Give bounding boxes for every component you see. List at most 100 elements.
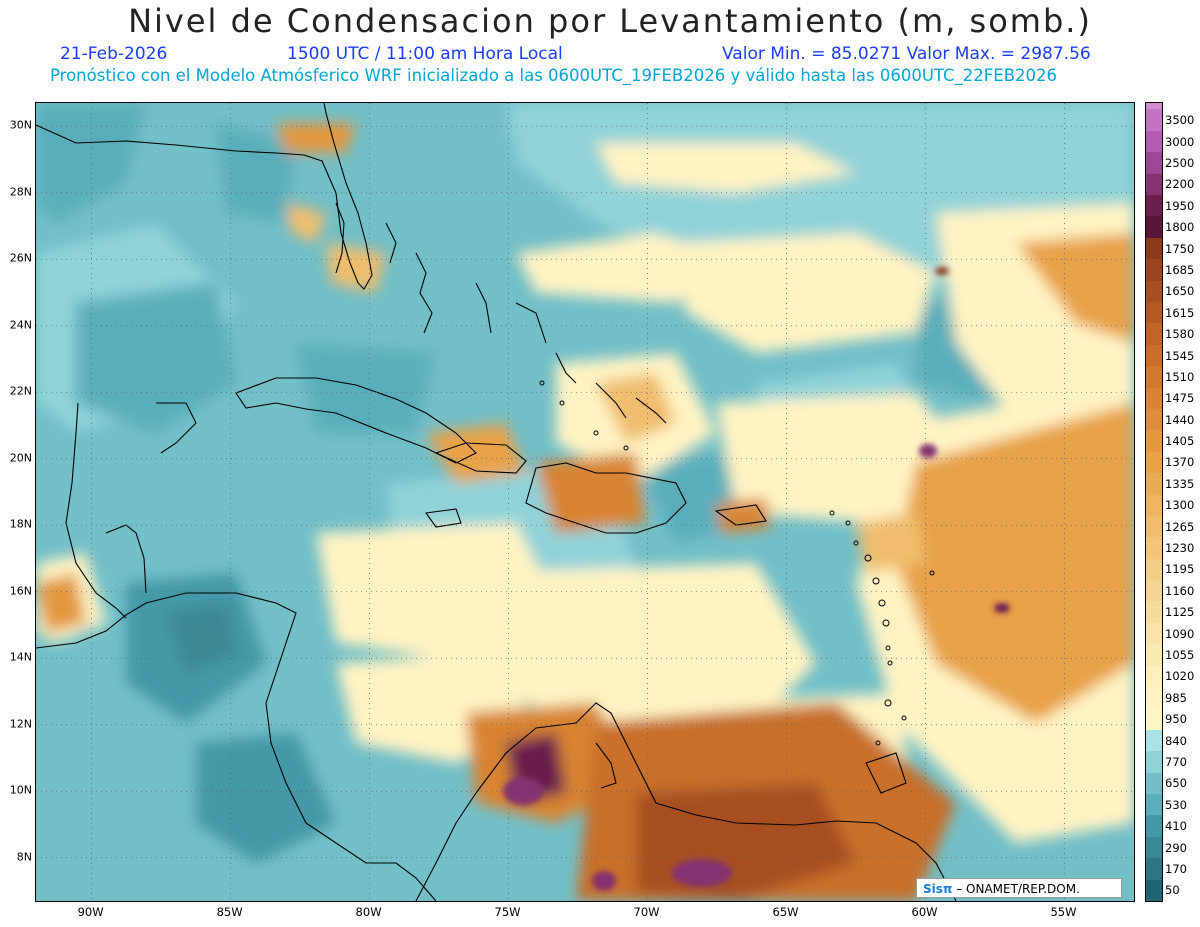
colorbar-label-170: 170 bbox=[1165, 861, 1187, 876]
colorbar-label-770: 770 bbox=[1165, 755, 1187, 769]
colorbar-segment bbox=[1146, 152, 1162, 175]
colorbar-segment bbox=[1146, 858, 1162, 881]
colorbar-label-1510: 1510 bbox=[1165, 369, 1195, 384]
colorbar-label-650: 650 bbox=[1165, 776, 1187, 791]
colorbar-label-1750: 1750 bbox=[1165, 241, 1195, 256]
colorbar-segment bbox=[1146, 622, 1162, 645]
sispi-logo: Sisπ bbox=[923, 882, 953, 896]
credit-text: – ONAMET/REP.DOM. bbox=[952, 882, 1080, 896]
lat-label-8n: 8N bbox=[16, 850, 32, 864]
lon-label-75w: 75W bbox=[494, 905, 521, 919]
colorbar-label-1335: 1335 bbox=[1165, 476, 1195, 491]
colorbar-segment bbox=[1146, 665, 1162, 688]
credit-box: Sisπ – ONAMET/REP.DOM. bbox=[916, 878, 1122, 898]
lon-label-90w: 90W bbox=[77, 905, 104, 919]
colorbar-segment bbox=[1146, 815, 1162, 838]
lat-label-14n: 14N bbox=[9, 650, 32, 664]
lcl-maxima bbox=[503, 267, 1010, 891]
colorbar-label-1650: 1650 bbox=[1165, 284, 1195, 299]
colorbar-label-3000: 3000 bbox=[1165, 134, 1195, 149]
colorbar-segment bbox=[1146, 558, 1162, 581]
lat-label-22n: 22N bbox=[9, 384, 32, 398]
lat-label-18n: 18N bbox=[9, 517, 32, 531]
colorbar-segment bbox=[1146, 130, 1162, 153]
colorbar-segment bbox=[1146, 366, 1162, 389]
colorbar-label-1125: 1125 bbox=[1165, 605, 1195, 620]
colorbar-label-2500: 2500 bbox=[1165, 155, 1195, 170]
colorbar-segment bbox=[1146, 430, 1162, 453]
colorbar-label-1265: 1265 bbox=[1165, 519, 1195, 534]
colorbar-label-1195: 1195 bbox=[1165, 562, 1195, 577]
valid-date: 21-Feb-2026 bbox=[60, 44, 168, 64]
colorbar-label-1685: 1685 bbox=[1165, 262, 1195, 277]
colorbar-label-1615: 1615 bbox=[1165, 305, 1195, 320]
colorbar-segment bbox=[1146, 537, 1162, 560]
lat-label-12n: 12N bbox=[9, 717, 32, 731]
lat-label-28n: 28N bbox=[9, 185, 32, 199]
colorbar-segment bbox=[1146, 473, 1162, 495]
lat-label-24n: 24N bbox=[9, 318, 32, 332]
colorbar-segment bbox=[1146, 259, 1162, 282]
colorbar-label-1440: 1440 bbox=[1165, 412, 1195, 427]
colorbar-segment bbox=[1146, 344, 1162, 367]
colorbar-label-530: 530 bbox=[1165, 797, 1187, 812]
colorbar-segment bbox=[1146, 644, 1162, 667]
colorbar-label-1020: 1020 bbox=[1165, 669, 1195, 684]
colorbar-label-1580: 1580 bbox=[1165, 327, 1195, 342]
colorbar-label-410: 410 bbox=[1165, 819, 1187, 834]
lcl-map bbox=[35, 102, 1135, 902]
colorbar-segment bbox=[1146, 751, 1162, 774]
colorbar-segment bbox=[1146, 708, 1162, 731]
colorbar-label-985: 985 bbox=[1165, 690, 1187, 705]
colorbar-segment bbox=[1146, 601, 1162, 624]
map-canvas bbox=[36, 103, 1134, 901]
lon-label-55w: 55W bbox=[1050, 905, 1077, 919]
lon-label-60w: 60W bbox=[911, 905, 938, 919]
lon-label-80w: 80W bbox=[355, 905, 382, 919]
colorbar-segment bbox=[1146, 494, 1162, 517]
colorbar-segment bbox=[1146, 216, 1162, 239]
colorbar-label-1545: 1545 bbox=[1165, 348, 1195, 363]
lon-label-65w: 65W bbox=[772, 905, 799, 919]
valid-time: 1500 UTC / 11:00 am Hora Local bbox=[287, 44, 563, 64]
colorbar-segment bbox=[1146, 794, 1162, 816]
lat-label-26n: 26N bbox=[9, 251, 32, 265]
colorbar-segment bbox=[1146, 687, 1162, 709]
colorbar-segment bbox=[1146, 323, 1162, 346]
colorbar-segment bbox=[1146, 237, 1162, 260]
colorbar-segment bbox=[1146, 280, 1162, 303]
color-scale-bar bbox=[1145, 102, 1163, 902]
colorbar-label-3500: 3500 bbox=[1165, 113, 1195, 128]
colorbar-label-1055: 1055 bbox=[1165, 648, 1195, 663]
colorbar-segment bbox=[1146, 109, 1162, 132]
colorbar-label-1370: 1370 bbox=[1165, 455, 1195, 470]
colorbar-segment bbox=[1146, 408, 1162, 431]
colorbar-segment bbox=[1146, 515, 1162, 538]
lat-lon-grid bbox=[36, 103, 1134, 901]
lcl-field bbox=[36, 103, 1134, 901]
lat-label-30n: 30N bbox=[9, 118, 32, 132]
colorbar-label-950: 950 bbox=[1165, 712, 1187, 727]
colorbar-segment bbox=[1146, 194, 1162, 217]
colorbar-extension bbox=[1146, 103, 1162, 110]
colorbar-segment bbox=[1146, 387, 1162, 410]
colorbar-segment bbox=[1146, 301, 1162, 324]
colorbar-label-1475: 1475 bbox=[1165, 391, 1195, 406]
colorbar-segment bbox=[1146, 879, 1162, 902]
lon-label-70w: 70W bbox=[633, 905, 660, 919]
colorbar-label-1230: 1230 bbox=[1165, 541, 1195, 556]
colorbar-segment bbox=[1146, 451, 1162, 474]
colorbar-label-1160: 1160 bbox=[1165, 583, 1195, 598]
lat-label-10n: 10N bbox=[9, 783, 32, 797]
model-info: Pronóstico con el Modelo Atmósferico WRF… bbox=[50, 66, 1058, 85]
colorbar-label-840: 840 bbox=[1165, 733, 1187, 748]
colorbar-label-290: 290 bbox=[1165, 840, 1187, 855]
map-title: Nivel de Condensacion por Levantamiento … bbox=[128, 2, 1092, 40]
min-max-values: Valor Min. = 85.0271 Valor Max. = 2987.5… bbox=[722, 44, 1091, 64]
lon-label-85w: 85W bbox=[216, 905, 243, 919]
colorbar-label-1090: 1090 bbox=[1165, 626, 1195, 641]
colorbar-segment bbox=[1146, 836, 1162, 859]
colorbar-label-1405: 1405 bbox=[1165, 434, 1195, 449]
colorbar-segment bbox=[1146, 173, 1162, 196]
colorbar-label-50: 50 bbox=[1165, 883, 1180, 898]
